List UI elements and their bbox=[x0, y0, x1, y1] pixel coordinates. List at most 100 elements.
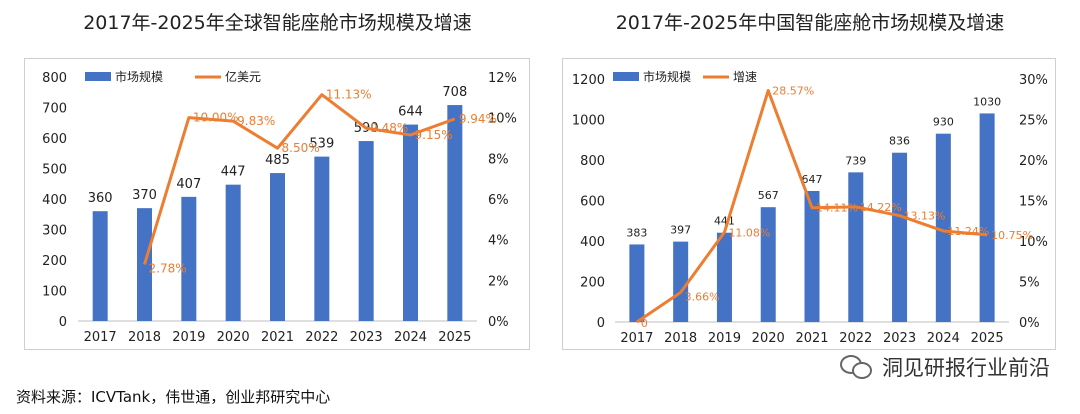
line-value-label: 9.48% bbox=[370, 121, 408, 135]
y-right-tick-label: 15% bbox=[1019, 195, 1048, 210]
bar-value-label: 447 bbox=[221, 165, 246, 180]
y-right-tick-label: 12% bbox=[488, 71, 517, 86]
line-value-label: 28.57% bbox=[772, 85, 814, 98]
y-right-tick-label: 0% bbox=[1019, 316, 1040, 331]
line-value-label: 8.50% bbox=[282, 141, 320, 155]
x-category-label: 2021 bbox=[261, 330, 294, 345]
bar bbox=[225, 184, 241, 321]
x-category-label: 2025 bbox=[971, 331, 1004, 346]
x-category-label: 2017 bbox=[620, 331, 653, 346]
bar-value-label: 397 bbox=[670, 224, 691, 237]
watermark: 洞见研报行业前沿 bbox=[840, 352, 1050, 382]
x-category-label: 2021 bbox=[795, 331, 828, 346]
x-category-label: 2022 bbox=[305, 330, 338, 345]
y-left-tick-label: 400 bbox=[580, 235, 605, 250]
bar-value-label: 383 bbox=[626, 226, 647, 239]
y-left-tick-label: 800 bbox=[42, 71, 67, 86]
x-category-label: 2017 bbox=[84, 330, 117, 345]
bar bbox=[403, 124, 418, 321]
x-category-label: 2023 bbox=[350, 330, 383, 345]
source-note: 资料来源：ICVTank，伟世通，创业邦研究中心 bbox=[16, 388, 331, 406]
y-right-tick-label: 30% bbox=[1019, 73, 1048, 88]
y-right-tick-label: 8% bbox=[488, 152, 509, 167]
y-left-tick-label: 700 bbox=[42, 102, 67, 117]
line-value-label: 13.13% bbox=[904, 210, 946, 223]
y-left-tick-label: 100 bbox=[42, 285, 67, 300]
x-category-label: 2022 bbox=[839, 331, 872, 346]
x-category-label: 2020 bbox=[217, 330, 250, 345]
bar-value-label: 708 bbox=[442, 85, 467, 100]
x-category-label: 2020 bbox=[752, 331, 785, 346]
bar bbox=[760, 207, 776, 322]
y-left-tick-label: 600 bbox=[580, 195, 605, 210]
y-right-tick-label: 6% bbox=[488, 193, 509, 208]
bar bbox=[673, 241, 689, 322]
bar bbox=[270, 173, 285, 321]
y-right-tick-label: 20% bbox=[1019, 154, 1048, 169]
bar bbox=[935, 133, 951, 322]
chart-china-svg: 0 200 400 600 800 1000 1200 0% 5% 10% 15% 20% 25% 30%… bbox=[572, 69, 1048, 346]
line-value-label: 14.11% bbox=[816, 202, 858, 215]
y-right-tick-label: 4% bbox=[488, 234, 509, 249]
x-category-label: 2019 bbox=[172, 330, 205, 345]
line-value-label: 9.15% bbox=[415, 128, 453, 142]
chart-panel-global: 0 100 200 300 400 500 600 700 800 0% 2% 4% 6% 8% 10% 12… bbox=[24, 58, 530, 350]
chart-global-svg: 0 100 200 300 400 500 600 700 800 0% 2% 4% 6% 8% 10% 12… bbox=[42, 69, 517, 345]
bar bbox=[979, 113, 995, 322]
bar bbox=[447, 105, 463, 321]
y-right-tick-label: 5% bbox=[1019, 276, 1040, 291]
bar-value-label: 930 bbox=[933, 116, 954, 129]
x-category-label: 2018 bbox=[664, 331, 697, 346]
line-value-label: 11.13% bbox=[326, 88, 372, 102]
line-value-label: 9.94% bbox=[459, 112, 497, 126]
y-right-tick-label: 0% bbox=[488, 315, 509, 330]
bar-value-label: 567 bbox=[758, 189, 779, 202]
legend-bar-label: 市场规模 bbox=[115, 69, 163, 84]
x-category-label: 2025 bbox=[438, 330, 471, 345]
y-left-tick-label: 800 bbox=[580, 154, 605, 169]
line-value-label: 9.83% bbox=[237, 114, 275, 128]
y-left-tick-label: 200 bbox=[580, 276, 605, 291]
line-value-label: 10.75% bbox=[991, 229, 1033, 242]
bar-value-label: 485 bbox=[265, 153, 290, 168]
legend-line-label: 增速 bbox=[733, 70, 757, 84]
y-left-tick-label: 400 bbox=[42, 193, 67, 208]
watermark-text: 洞见研报行业前沿 bbox=[882, 356, 1050, 380]
line-value-label: 11.08% bbox=[728, 226, 770, 239]
bar-value-label: 407 bbox=[176, 177, 201, 192]
line-value-label: 3.66% bbox=[685, 290, 720, 303]
y-right-tick-label: 10% bbox=[488, 112, 517, 127]
bar bbox=[716, 232, 732, 322]
y-left-tick-label: 0 bbox=[597, 316, 605, 331]
bar bbox=[629, 244, 645, 322]
growth-line bbox=[636, 89, 988, 324]
x-category-label: 2019 bbox=[708, 331, 741, 346]
y-right-tick-label: 10% bbox=[1019, 235, 1048, 250]
y-left-tick-label: 1000 bbox=[572, 114, 605, 129]
bar bbox=[137, 208, 152, 321]
chart-panel-china: 0 200 400 600 800 1000 1200 0% 5% 10% 15% 20% 25% 30%… bbox=[562, 58, 1056, 350]
x-category-label: 2024 bbox=[394, 330, 427, 345]
growth-line bbox=[143, 93, 456, 265]
line-value-label: 10.00% bbox=[193, 111, 239, 125]
x-category-label: 2018 bbox=[128, 330, 161, 345]
legend-line-label: 亿美元 bbox=[225, 69, 261, 84]
bar-value-label: 1030 bbox=[973, 95, 1001, 108]
x-category-label: 2024 bbox=[927, 331, 960, 346]
y-right-tick-label: 2% bbox=[488, 274, 509, 289]
bar-value-label: 370 bbox=[132, 188, 157, 203]
wechat-icon bbox=[840, 355, 874, 379]
line-value-label: 14.22% bbox=[860, 201, 902, 214]
chart-title-global: 2017年-2025年全球智能座舱市场规模及增速 bbox=[83, 12, 472, 34]
legend-bar-swatch bbox=[613, 72, 639, 81]
bar bbox=[804, 190, 820, 322]
legend-bar-swatch bbox=[85, 72, 111, 81]
bar bbox=[848, 172, 864, 322]
chart-title-china: 2017年-2025年中国智能座舱市场规模及增速 bbox=[615, 12, 1005, 34]
bar-value-label: 739 bbox=[845, 154, 866, 167]
y-left-tick-label: 200 bbox=[42, 254, 67, 269]
bar-value-label: 539 bbox=[309, 137, 334, 152]
line-value-label: 2.78% bbox=[149, 261, 187, 275]
legend-bar-label: 市场规模 bbox=[643, 69, 691, 84]
bar bbox=[92, 211, 108, 321]
